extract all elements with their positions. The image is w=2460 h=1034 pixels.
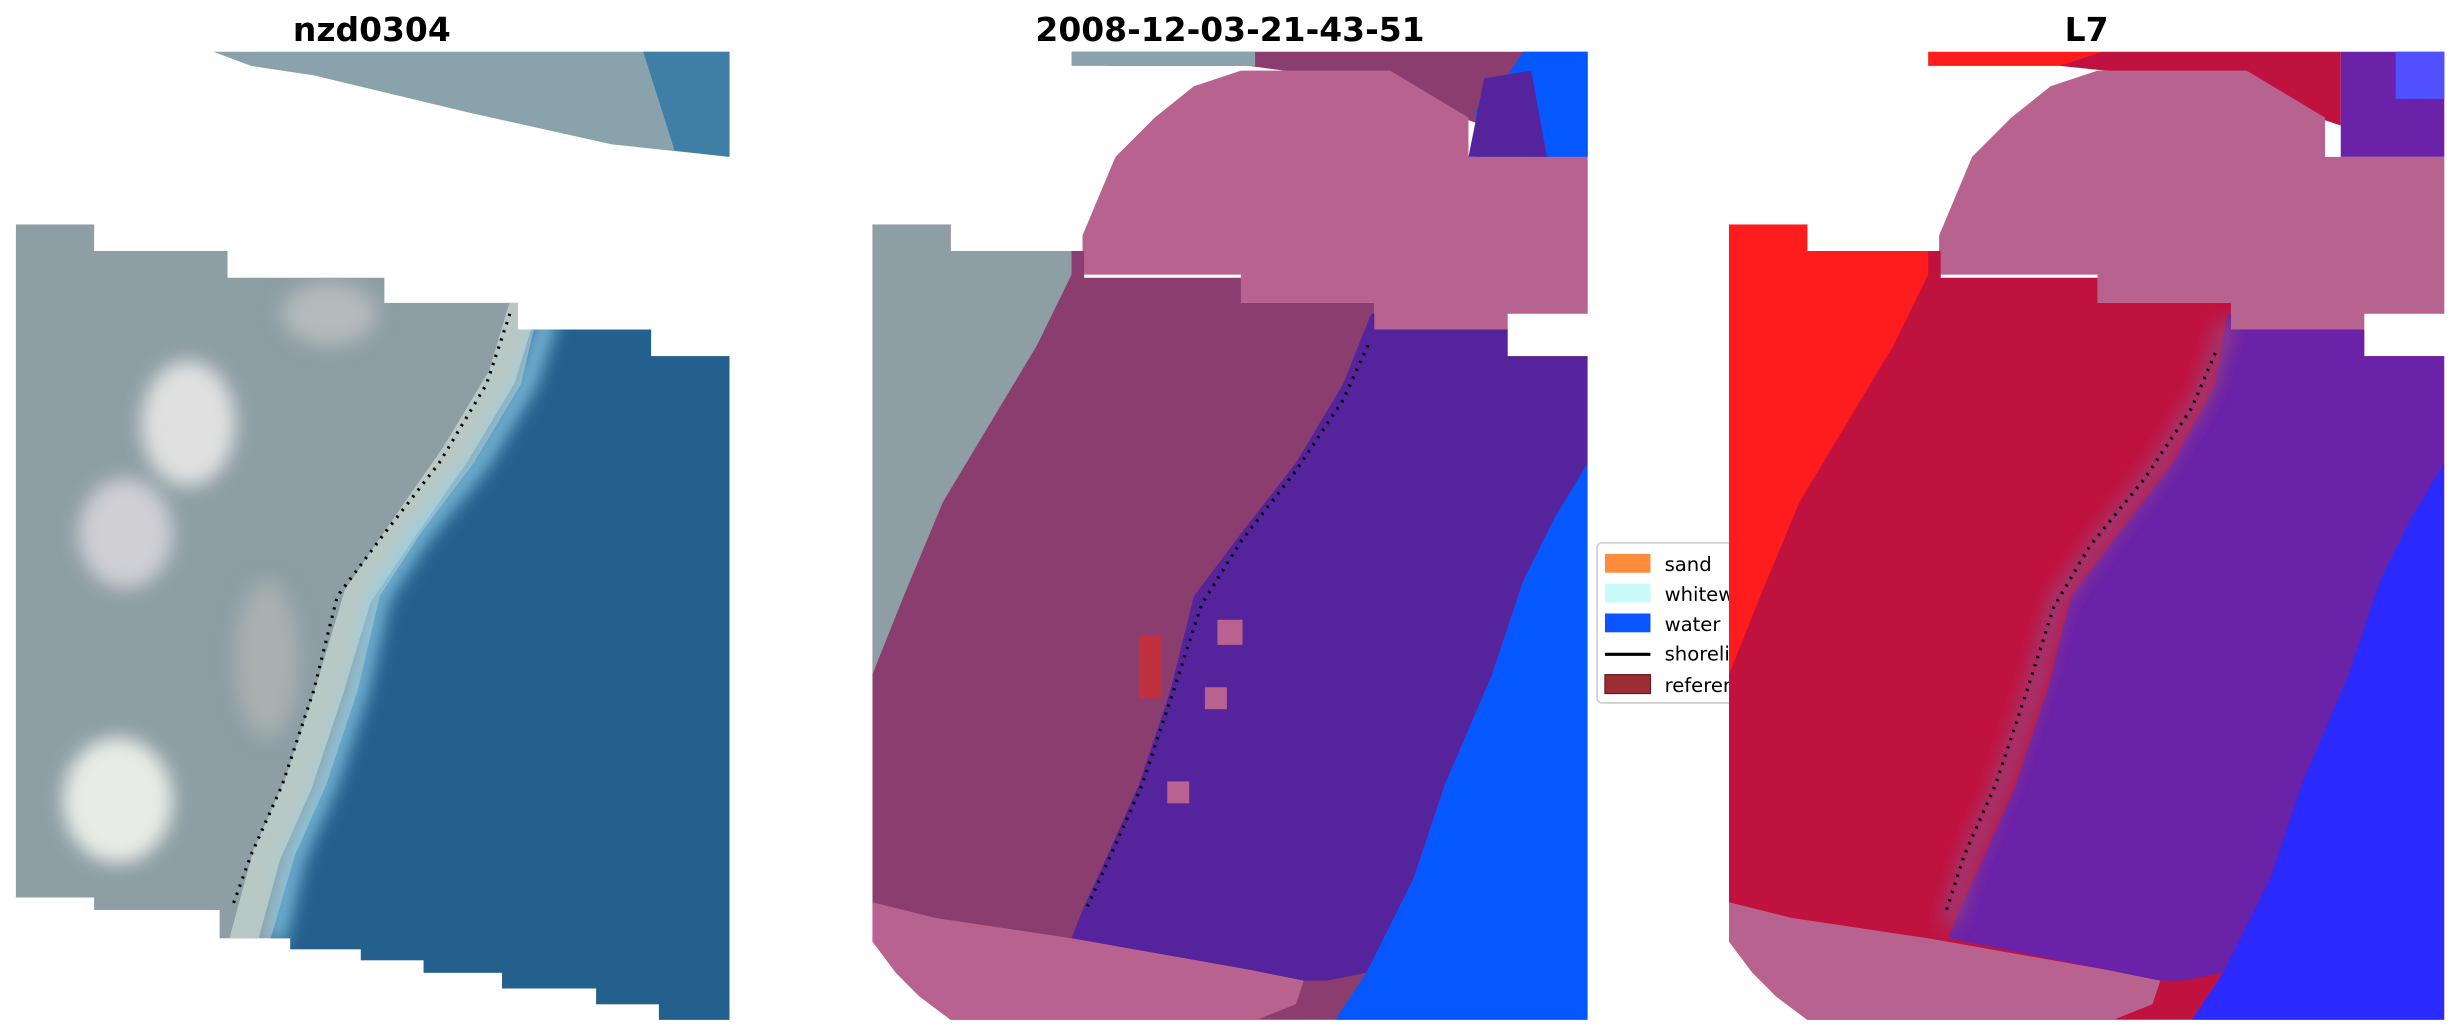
top-strip-red: [1928, 51, 2103, 66]
legend-label-water: water: [1665, 613, 1722, 636]
reference-patch: [1139, 635, 1161, 699]
buffer-bottom: [1728, 902, 2161, 1020]
shoreline-line: [1943, 352, 2217, 914]
class-patch: [1217, 619, 1243, 645]
water-area: [251, 298, 730, 1020]
index-deep-water: [2191, 462, 2445, 1020]
bright-land-patches: [62, 282, 377, 863]
panel-rgb-image: [15, 51, 730, 1020]
top-strip-gray: [1071, 51, 1256, 66]
water-class: [1335, 462, 1588, 1020]
legend-swatch-water: [1604, 613, 1651, 633]
legend-swatch-reference: [1604, 674, 1652, 695]
class-patch: [1204, 687, 1227, 710]
top-strip-water: [643, 51, 730, 157]
legend-swatch-whitewater: [1604, 583, 1651, 603]
buffer-top: [1939, 70, 2445, 330]
beach-band: [229, 294, 540, 946]
buffer-top: [1082, 70, 1588, 330]
top-strip: [213, 51, 730, 157]
index-water: [1948, 313, 2445, 981]
panel-classified-image: [872, 51, 1588, 1020]
top-strip: [1071, 51, 1588, 157]
top-water-shallow: [1468, 70, 1547, 157]
class-patch: [1167, 781, 1190, 804]
panel-title-3: L7: [2065, 10, 2109, 49]
unclassified-gray-land: [872, 224, 1072, 675]
top-strip-blue: [2395, 51, 2445, 99]
shoreline-line: [230, 313, 512, 908]
whitewater-band: [266, 311, 557, 944]
panel-title-1: nzd0304: [293, 10, 451, 49]
index-land: [1728, 224, 1929, 675]
buffer-bottom: [872, 902, 1304, 1020]
top-strip-crimson: [2059, 51, 2341, 126]
water-shallow-class: [1071, 313, 1588, 981]
legend-swatch-sand: [1604, 553, 1651, 573]
legend-label-sand: sand: [1665, 553, 1712, 576]
panel-index-image: [1728, 51, 2445, 1020]
panel-title-2: 2008-12-03-21-43-51: [1035, 10, 1424, 49]
